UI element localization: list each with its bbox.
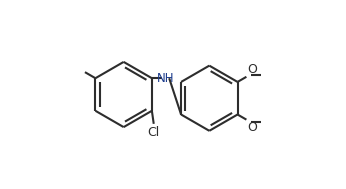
Text: O: O [247,63,257,76]
Text: Cl: Cl [148,126,160,139]
Text: O: O [247,121,257,134]
Text: NH: NH [157,72,175,85]
